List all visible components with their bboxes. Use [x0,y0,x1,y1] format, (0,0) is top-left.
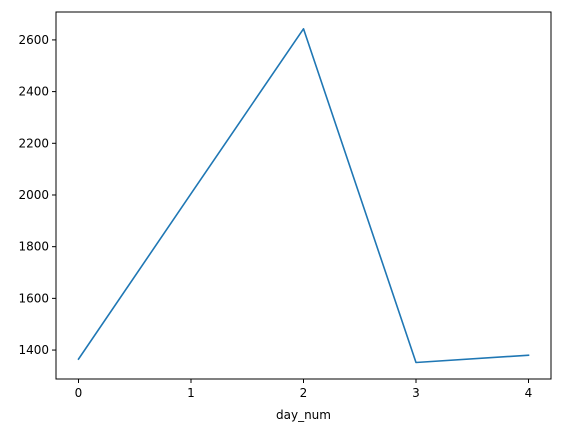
plot-area [56,12,551,379]
y-tick-label: 1400 [18,343,49,357]
x-tick-label: 1 [187,386,195,400]
y-tick-label: 2600 [18,33,49,47]
y-tick-label: 1800 [18,240,49,254]
y-axis: 1400 1600 1800 2000 2200 2400 2600 [18,33,56,357]
y-tick-label: 1600 [18,291,49,305]
x-tick-label: 4 [525,386,533,400]
x-tick-label: 0 [75,386,83,400]
y-tick-label: 2400 [18,85,49,99]
x-tick-label: 2 [300,386,308,400]
y-tick-label: 2200 [18,136,49,150]
series-layer [77,27,530,364]
x-axis: 0 1 2 3 4 [75,379,533,400]
x-tick-label: 3 [412,386,420,400]
y-tick-label: 2000 [18,188,49,202]
series-line [77,27,530,364]
x-axis-label: day_num [276,408,331,422]
plot-frame [55,11,552,380]
